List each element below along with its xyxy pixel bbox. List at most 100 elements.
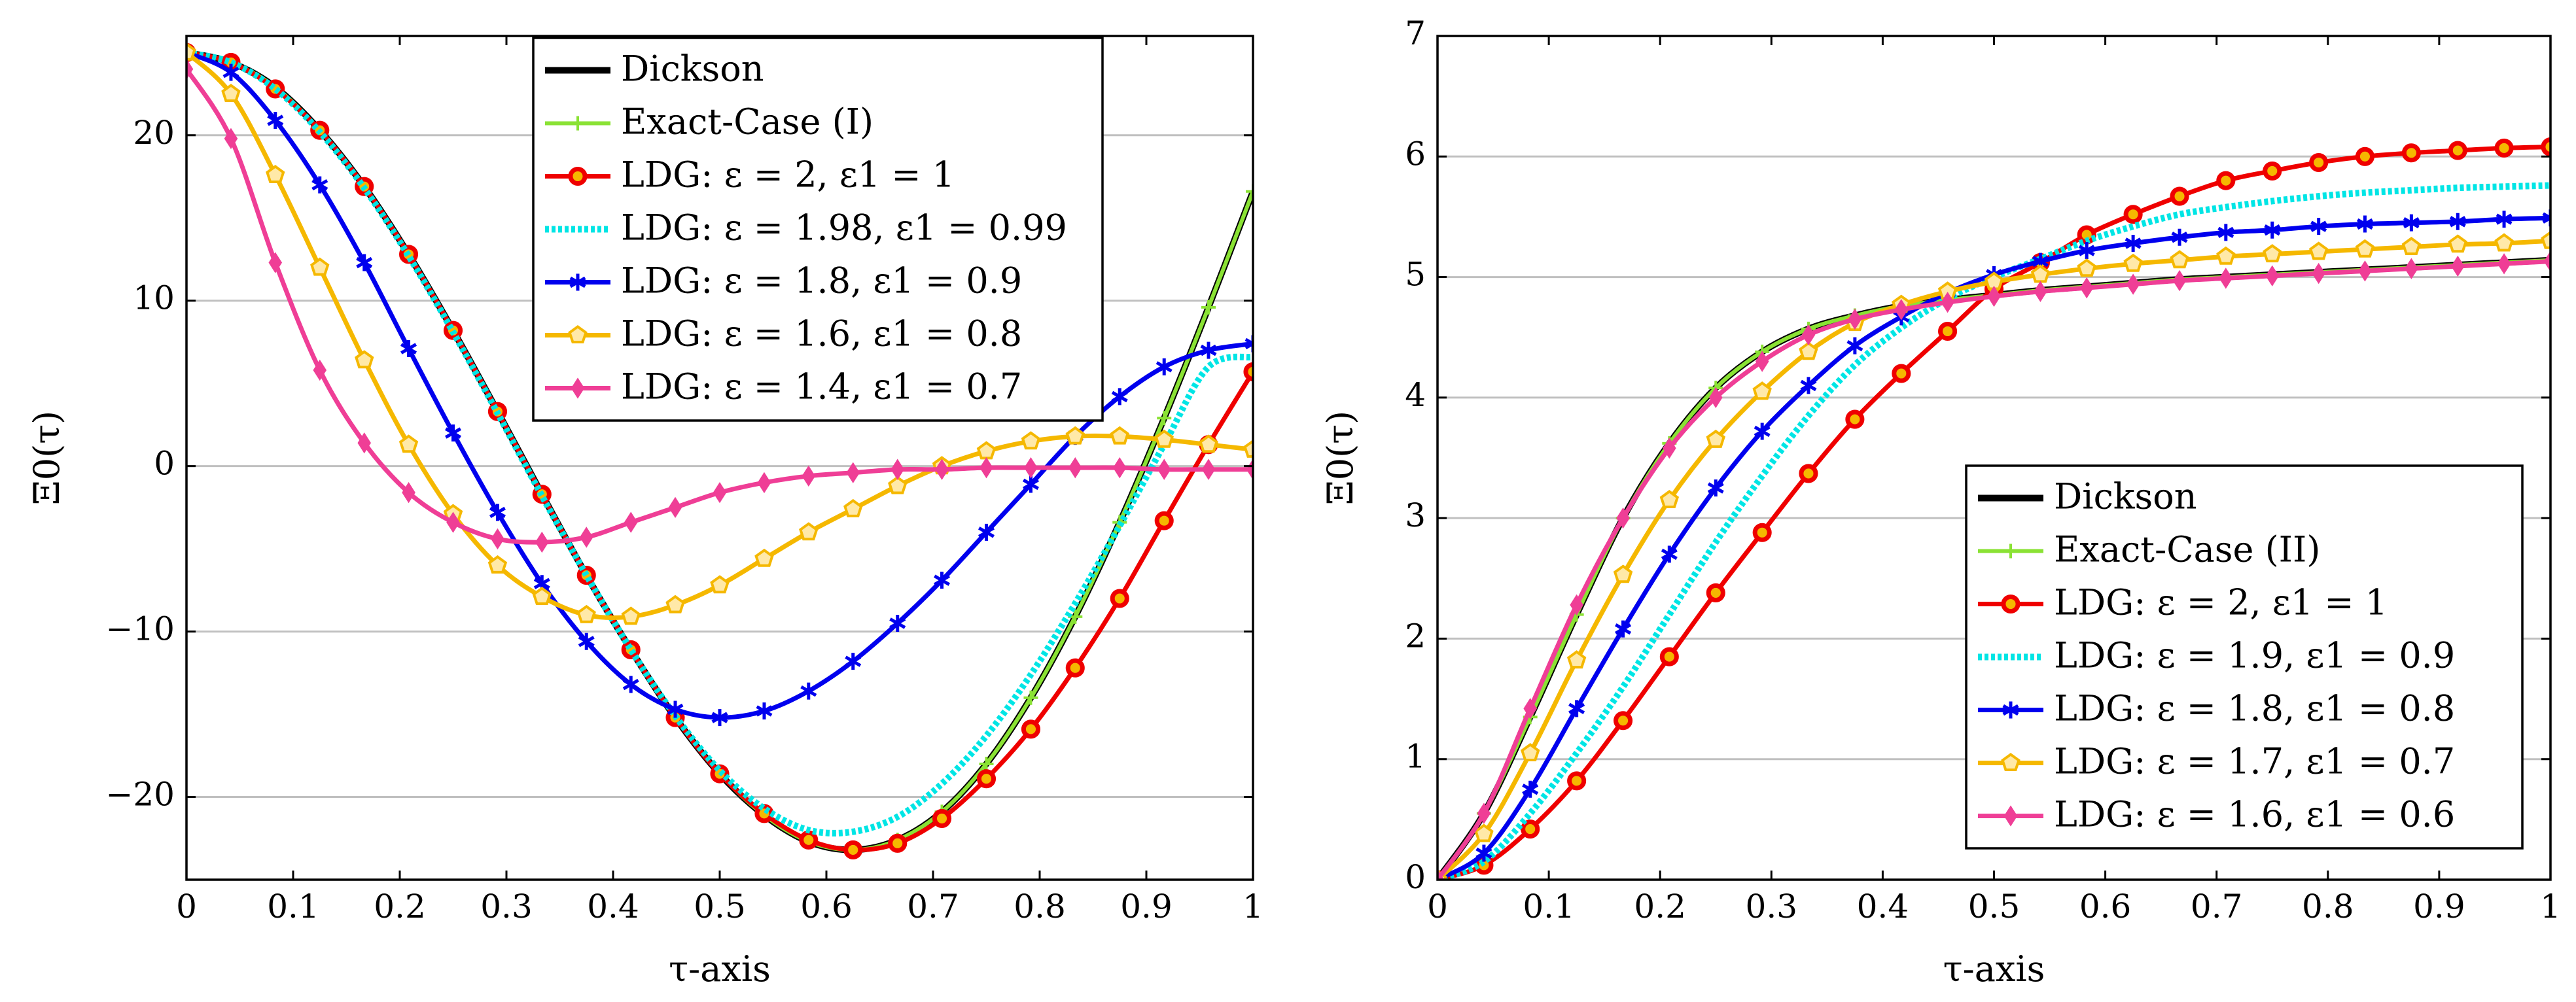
series-4-marker <box>2078 242 2095 260</box>
series-6-marker <box>1157 458 1171 480</box>
series-5-marker <box>186 42 196 61</box>
series-6-marker <box>846 462 860 483</box>
x-tick-label: 0.1 <box>267 888 319 925</box>
series-5-marker <box>2401 237 2422 255</box>
series-4-marker <box>2310 218 2327 235</box>
series-2-marker <box>2494 138 2514 158</box>
series-4-marker <box>1800 377 1817 394</box>
x-tick-label: 0.9 <box>1120 888 1173 925</box>
series-6-marker <box>2312 262 2325 285</box>
series-6-marker <box>1024 457 1038 479</box>
x-tick-label: 0.7 <box>907 888 959 925</box>
legend-marker <box>571 377 585 399</box>
series-5-marker <box>1613 564 1633 583</box>
series-4-marker <box>489 504 506 521</box>
x-tick-label: 0.6 <box>800 888 853 925</box>
series-2-marker <box>1799 464 1818 483</box>
y-axis-label: Ξ0(τ) <box>26 411 67 505</box>
series-6-marker <box>1663 438 1676 459</box>
series-group <box>1438 137 2550 880</box>
series-6-marker <box>1801 324 1816 346</box>
series-5-marker <box>1474 823 1494 842</box>
y-tick-label: 1 <box>1405 738 1426 776</box>
chart-right: 0 0.1 0.2 0.3 0.4 0.5 0.6 0.7 0.8 0.9 1 0 1 2 3 4 5 6 7 τ-a… <box>1320 14 2561 990</box>
series-6-marker <box>2405 258 2418 279</box>
series-4-marker <box>1475 844 1492 862</box>
series-6-marker <box>713 481 727 504</box>
series-5-marker <box>1706 429 1725 448</box>
series-1-marker <box>1246 184 1253 199</box>
series-6-marker <box>268 252 283 273</box>
series-4-marker <box>711 709 728 727</box>
series-4-marker <box>1707 479 1724 497</box>
series-4-marker <box>2449 213 2466 230</box>
legend-label: LDG: ε = 1.8, ε1 = 0.8 <box>2054 688 2455 729</box>
x-tick-label: 0.1 <box>1523 888 1575 925</box>
series-6-marker <box>402 481 415 504</box>
series-6-marker <box>1616 507 1630 529</box>
y-tick-label: 10 <box>133 279 175 317</box>
series-5-marker <box>665 595 685 613</box>
series-5-marker <box>1566 650 1587 669</box>
series-4-marker <box>2542 209 2550 227</box>
legend-label: LDG: ε = 1.8, ε1 = 0.9 <box>621 260 1022 302</box>
series-group <box>186 42 1253 860</box>
series-6-marker <box>668 496 682 519</box>
series-5-marker <box>2263 244 2282 263</box>
series-6-marker <box>446 511 460 533</box>
series-6-marker <box>2219 268 2233 289</box>
series-4-marker <box>2496 211 2513 228</box>
series-2-marker <box>1567 771 1587 791</box>
series-4-marker <box>1244 335 1253 353</box>
series-4-marker <box>2264 221 2281 239</box>
series-6-marker <box>1523 698 1537 719</box>
x-tick-label: 0.2 <box>1634 888 1686 925</box>
series-6-marker <box>757 472 771 494</box>
series-5-marker <box>487 555 508 574</box>
series-5-marker <box>1520 743 1540 761</box>
series-2-marker <box>799 830 819 850</box>
series-6-marker <box>491 528 504 550</box>
series-2-marker <box>1659 647 1679 666</box>
x-tick-label: 0.9 <box>2413 888 2465 925</box>
series-6-marker <box>313 359 327 381</box>
series-4-marker <box>1522 780 1539 798</box>
x-tick-label: 0.3 <box>1746 888 1798 925</box>
series-2-marker <box>1154 511 1174 530</box>
y-tick-label: 0 <box>154 445 175 483</box>
legend-box <box>532 37 1104 422</box>
series-2-marker <box>2216 171 2236 190</box>
series-4-marker <box>934 572 951 589</box>
series-1-marker <box>1023 690 1038 705</box>
x-axis-label: τ-axis <box>669 948 771 990</box>
x-tick-label: 0.4 <box>1857 888 1909 925</box>
y-tick-label: −20 <box>105 776 175 814</box>
series-1-marker <box>1201 300 1216 315</box>
series-4-marker <box>845 653 862 670</box>
series-6-marker <box>2543 250 2550 272</box>
series-6-marker <box>2497 253 2511 275</box>
legend-label: LDG: ε = 2, ε1 = 1 <box>621 154 955 196</box>
legend: Dickson Exact-Case (II) LDG: ε = 2, ε1 = 1… <box>1965 464 2524 850</box>
y-tick-label: 0 <box>1405 858 1426 896</box>
series-2-marker <box>1521 820 1540 839</box>
legend-label: Dickson <box>621 48 764 90</box>
series-2-marker <box>1892 364 1911 383</box>
legend-marker <box>2001 594 2020 614</box>
series-2-marker <box>2401 143 2421 163</box>
series-6-marker <box>1112 457 1127 479</box>
series-6-marker <box>1068 457 1082 479</box>
series-5-marker <box>1799 341 1818 360</box>
series-4-marker <box>2217 224 2234 241</box>
series-4-marker <box>1200 341 1217 359</box>
series-4-marker <box>1615 620 1632 638</box>
x-tick-label: 0.3 <box>480 888 533 925</box>
series-5-marker <box>2541 230 2550 249</box>
series-6-marker <box>224 128 238 149</box>
series-6-marker <box>1438 869 1445 880</box>
series-2-marker <box>2448 141 2467 160</box>
x-tick-label: 0 <box>176 888 197 925</box>
series-4-marker <box>756 702 773 719</box>
series-3-line <box>186 49 1253 837</box>
series-4-marker <box>2125 234 2142 252</box>
